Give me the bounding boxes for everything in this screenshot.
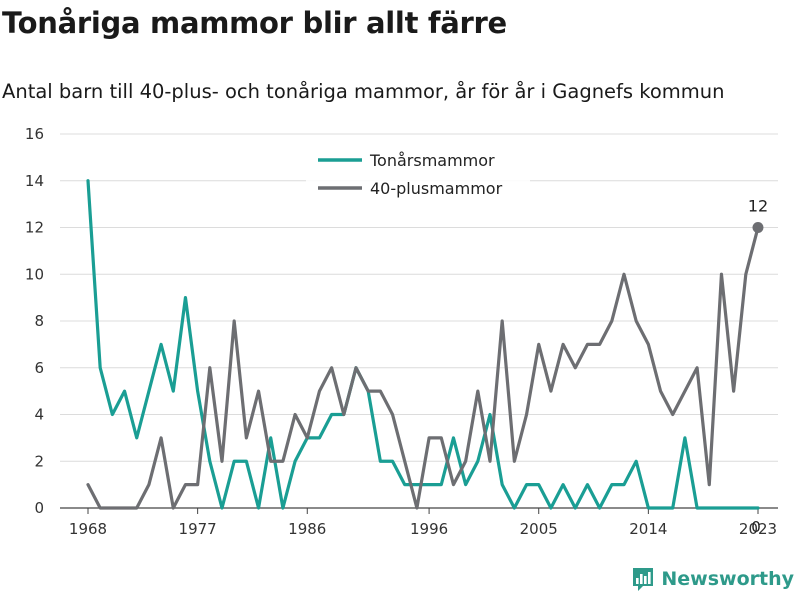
end-labels: 0 12	[748, 197, 768, 537]
x-tick-label: 2014	[629, 520, 667, 538]
legend: Tonårsmammor 40-plusmammor	[306, 144, 530, 202]
x-axis: 1968 1977 1986 1996 2005 2014 2023	[69, 508, 777, 538]
chart-title: Tonåriga mammor blir allt färre	[2, 6, 507, 40]
x-tick-label: 1977	[179, 520, 217, 538]
x-tick-label: 1986	[288, 520, 326, 538]
y-tick-label: 2	[34, 452, 44, 470]
bar-chart-logo-icon	[633, 568, 654, 591]
y-tick-label: 10	[25, 265, 44, 283]
brand-name: Newsworthy	[661, 568, 794, 590]
chart-subtitle: Antal barn till 40-plus- och tonåriga ma…	[2, 80, 725, 103]
x-tick-label: 1968	[69, 520, 107, 538]
x-tick-label: 2005	[520, 520, 558, 538]
end-label-teen: 0	[751, 518, 761, 536]
legend-label: Tonårsmammor	[369, 151, 495, 170]
y-tick-label: 14	[25, 172, 44, 190]
y-tick-label: 6	[34, 359, 44, 377]
legend-label: 40-plusmammor	[370, 179, 503, 198]
series-line-1	[86, 225, 760, 510]
series-lines	[86, 179, 764, 510]
y-tick-label: 12	[25, 219, 44, 237]
end-point-marker	[752, 222, 764, 233]
y-tick-label: 16	[25, 125, 44, 143]
legend-background	[306, 144, 530, 202]
y-tick-label: 8	[34, 312, 44, 330]
end-label-40plus: 12	[748, 197, 768, 216]
y-tick-label: 0	[34, 499, 44, 517]
series-line-0	[86, 179, 760, 510]
x-tick-label: 1996	[410, 520, 448, 538]
x-tick-label: 2023	[739, 520, 777, 538]
y-tick-label: 4	[34, 406, 44, 424]
brand: Newsworthy	[631, 566, 794, 592]
y-axis: 0 2 4 6 8 10 12 14 16	[25, 125, 44, 517]
